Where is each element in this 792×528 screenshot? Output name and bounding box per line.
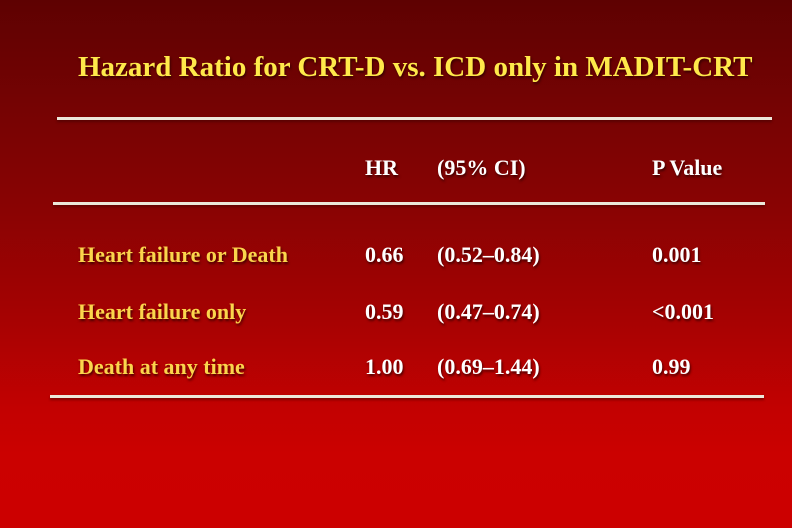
title-divider-line — [57, 117, 772, 120]
p-value: 0.99 — [652, 354, 691, 379]
column-header-pvalue: P Value — [652, 155, 723, 180]
row-label: Heart failure or Death — [78, 242, 288, 267]
table-row: Heart failure or Death 0.66 (0.52–0.84) … — [0, 243, 792, 269]
ci-value: (0.47–0.74) — [437, 299, 540, 324]
hr-value: 0.66 — [365, 242, 404, 267]
table-row: Heart failure only 0.59 (0.47–0.74) <0.0… — [0, 300, 792, 326]
table-row: Death at any time 1.00 (0.69–1.44) 0.99 — [0, 355, 792, 381]
p-value: <0.001 — [652, 299, 715, 324]
column-header-ci: (95% CI) — [437, 155, 526, 180]
bottom-divider-line — [50, 395, 764, 398]
ci-value: (0.52–0.84) — [437, 242, 540, 267]
row-label: Death at any time — [78, 354, 245, 379]
table-header-row: HR (95% CI) P Value — [0, 156, 792, 182]
slide-title: Hazard Ratio for CRT-D vs. ICD only in M… — [78, 51, 753, 83]
hr-value: 0.59 — [365, 299, 404, 324]
ci-value: (0.69–1.44) — [437, 354, 540, 379]
hr-value: 1.00 — [365, 354, 404, 379]
header-divider-line — [53, 202, 765, 205]
column-header-hr: HR — [365, 155, 398, 180]
row-label: Heart failure only — [78, 299, 247, 324]
p-value: 0.001 — [652, 242, 702, 267]
